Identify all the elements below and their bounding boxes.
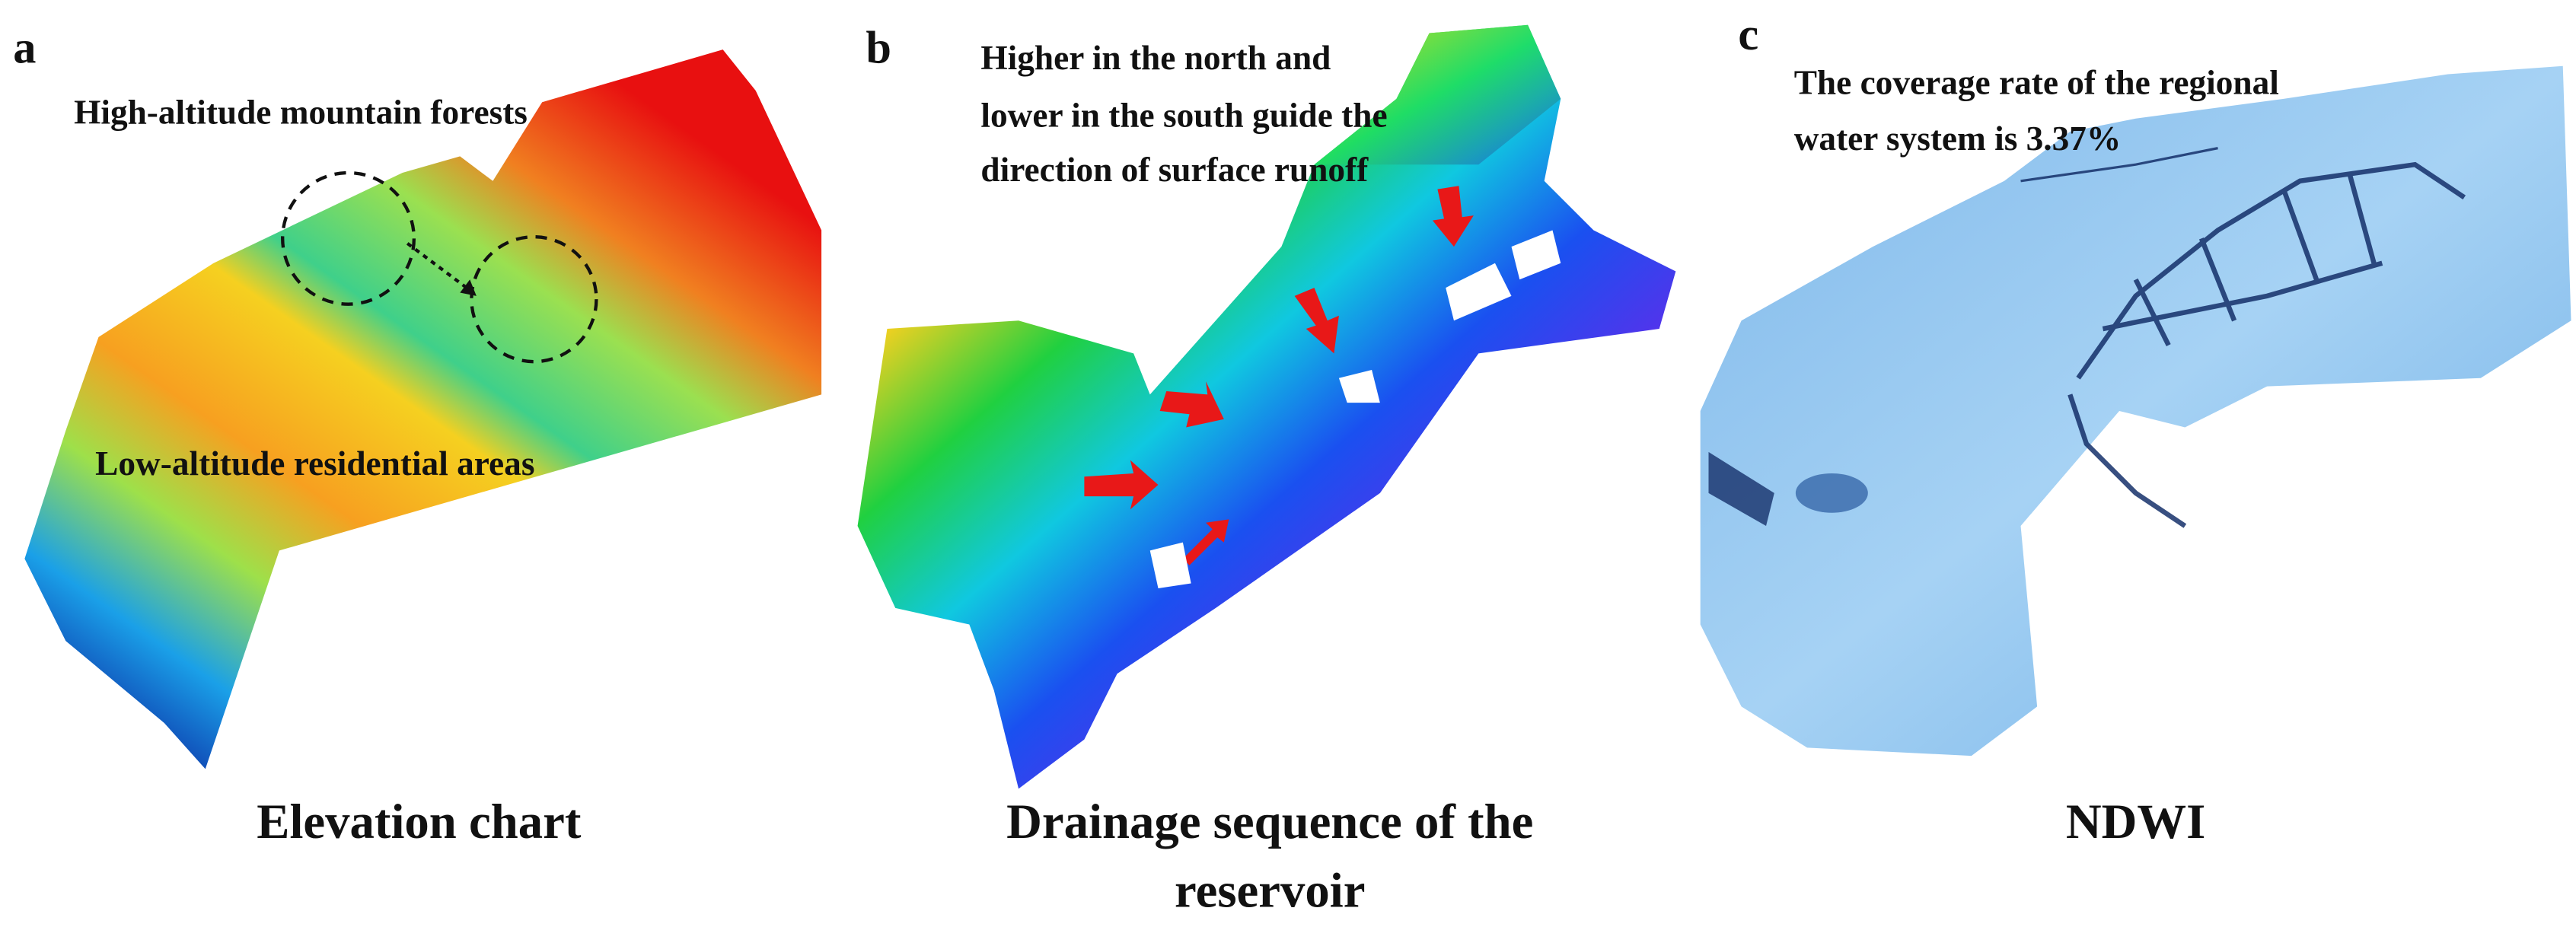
panel-caption: NDWI (2066, 795, 2205, 849)
ndwi-map (1700, 65, 2571, 757)
panel-caption: Elevation chart (257, 795, 582, 849)
panel-caption: reservoir (1175, 864, 1365, 919)
drainage-map (857, 24, 1676, 789)
annotation: Low-altitude residential areas (95, 444, 534, 483)
runoff-arrows (1084, 186, 1474, 565)
annotation: lower in the south guide the (980, 97, 1387, 135)
annotation: High-altitude mountain forests (74, 93, 528, 131)
annotation: water system is 3.37% (1794, 119, 2122, 158)
elevation-map (24, 49, 822, 769)
panel-label: a (13, 22, 36, 73)
panel-label: b (866, 22, 891, 73)
panel-label: c (1738, 9, 1758, 60)
annotation: The coverage rate of the regional (1794, 63, 2279, 101)
panel-caption: Drainage sequence of the (1006, 795, 1533, 849)
annotation: Higher in the north and (980, 39, 1331, 77)
annotation: direction of surface runoff (980, 151, 1369, 189)
